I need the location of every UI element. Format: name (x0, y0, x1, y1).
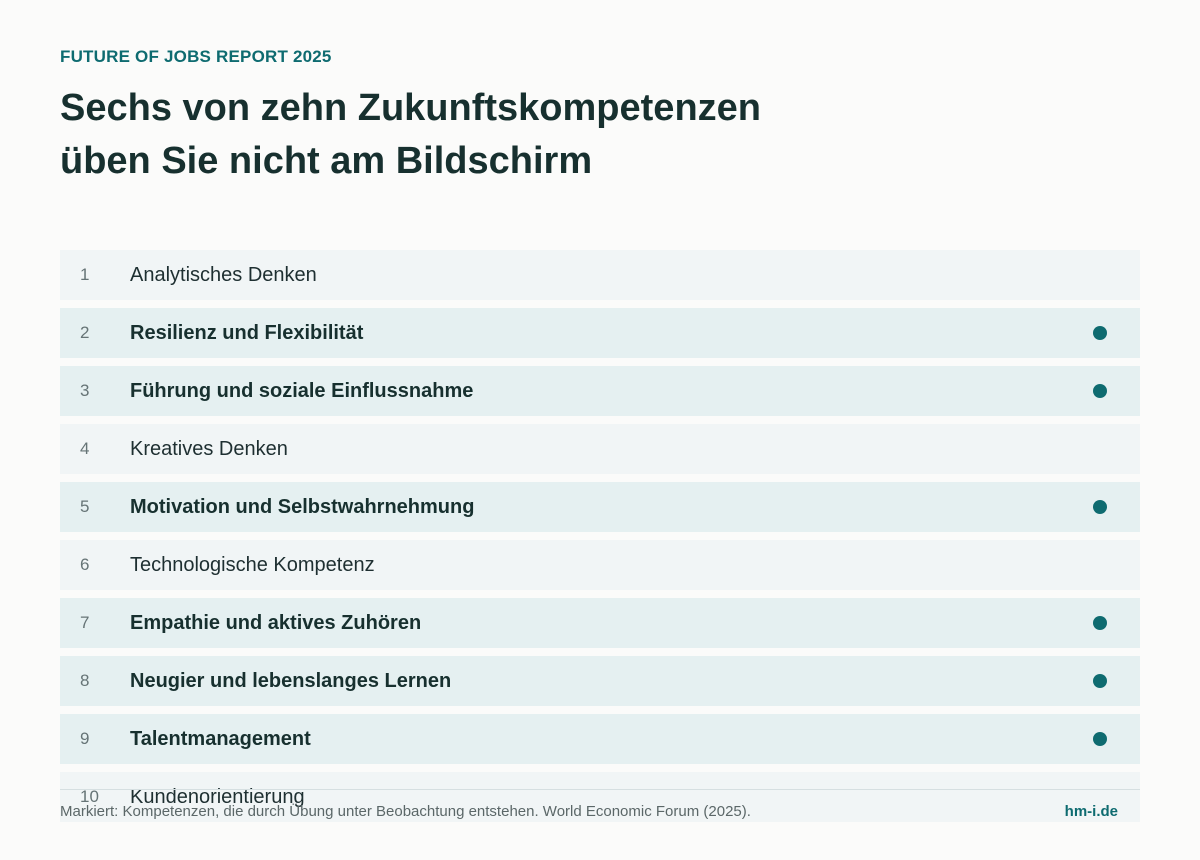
marker-dot-icon (1093, 732, 1107, 746)
skill-label: Kreatives Denken (130, 438, 288, 460)
marker-dot-icon (1093, 326, 1107, 340)
footnote: Markiert: Kompetenzen, die durch Übung u… (60, 803, 751, 820)
marker-dot-icon (1093, 500, 1107, 514)
page-title-line-1: Sechs von zehn Zukunftskompetenzen (60, 87, 761, 129)
page-title: Sechs von zehn Zukunftskompetenzen üben … (60, 82, 761, 188)
marker-dot-icon (1093, 674, 1107, 688)
skill-rank: 6 (80, 555, 90, 574)
skill-rank: 1 (80, 265, 90, 284)
skill-row: 9 Talentmanagement (60, 714, 1140, 764)
skills-list: 1 Analytisches Denken 2 Resilienz und Flexi… (60, 250, 1140, 822)
skill-row: 8 Neugier und lebenslanges Lernen (60, 656, 1140, 706)
skill-row: 1 Analytisches Denken (60, 250, 1140, 300)
skill-row: 7 Empathie und aktives Zuhören (60, 598, 1140, 648)
skill-row: 3 Führung und soziale Einflussnahme (60, 366, 1140, 416)
marker-dot-icon (1093, 616, 1107, 630)
divider (60, 789, 1140, 790)
skill-rank: 9 (80, 729, 90, 748)
page-title-line-2: üben Sie nicht am Bildschirm (60, 140, 593, 182)
skill-rank: 2 (80, 323, 90, 342)
skill-label: Empathie und aktives Zuhören (130, 612, 422, 634)
skill-label: Resilienz und Flexibilität (130, 322, 364, 344)
skill-row: 6 Technologische Kompetenz (60, 540, 1140, 590)
skill-label: Motivation und Selbstwahrnehmung (130, 496, 475, 518)
brand-link[interactable]: hm-i.de (1064, 803, 1118, 820)
skill-rank: 7 (80, 613, 90, 632)
skill-row: 4 Kreatives Denken (60, 424, 1140, 474)
skill-rank: 4 (80, 439, 90, 458)
skill-label: Kundenorientierung (130, 786, 305, 808)
skill-label: Neugier und lebenslanges Lernen (130, 670, 452, 692)
skill-rank: 5 (80, 497, 90, 516)
skill-row: 2 Resilienz und Flexibilität (60, 308, 1140, 358)
skill-rank: 3 (80, 381, 90, 400)
skill-rank: 10 (80, 787, 99, 806)
skill-row: 5 Motivation und Selbstwahrnehmung (60, 482, 1140, 532)
marker-dot-icon (1093, 384, 1107, 398)
skill-label: Talentmanagement (130, 728, 311, 750)
skill-label: Technologische Kompetenz (130, 554, 375, 576)
kicker: FUTURE OF JOBS REPORT 2025 (60, 47, 332, 66)
skill-row: 10 Kundenorientierung (60, 772, 1140, 822)
skill-rank: 8 (80, 671, 90, 690)
skill-label: Führung und soziale Einflussnahme (130, 380, 474, 402)
skill-label: Analytisches Denken (130, 264, 317, 286)
